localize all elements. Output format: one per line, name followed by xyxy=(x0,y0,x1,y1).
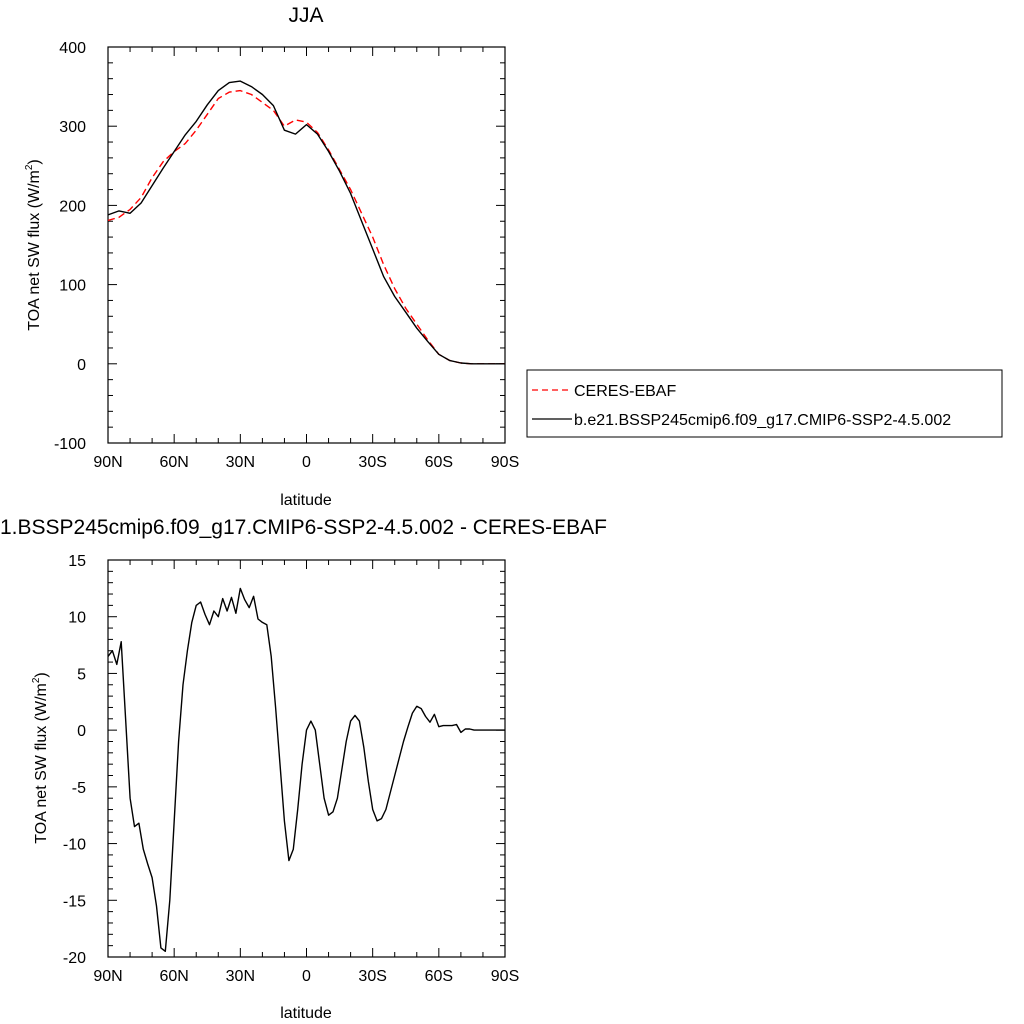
y-tick-label: 10 xyxy=(68,610,86,627)
top-plot-frame xyxy=(107,46,506,444)
x-tick-label: 90S xyxy=(491,454,519,471)
x-tick-label: 30S xyxy=(358,968,386,985)
bottom-plot-frame xyxy=(107,559,506,958)
y-tick-label: 400 xyxy=(59,40,86,57)
top-minor-ticks xyxy=(108,47,505,443)
series-line-ceres-ebaf xyxy=(107,89,505,365)
y-tick-label: 15 xyxy=(68,553,86,570)
y-tick-label: -100 xyxy=(54,436,86,453)
bottom-panel: 1.BSSP245cmip6.f09_g17.CMIP6-SSP2-4.5.00… xyxy=(0,516,607,1022)
x-tick-label: 60S xyxy=(425,968,453,985)
y-tick-label: 5 xyxy=(77,666,86,683)
y-tick-label: 300 xyxy=(59,119,86,136)
bottom-y-axis-label-close: ) xyxy=(33,672,50,677)
top-panel-title: JJA xyxy=(288,4,323,27)
x-tick-label: 60N xyxy=(159,454,188,471)
top-tick-labels: 90N 60N 30N 0 30S 60S 90S -100 0 100 200 300 400 xyxy=(54,40,519,471)
legend-label-ceres: CERES-EBAF xyxy=(574,383,676,400)
y-tick-label: 100 xyxy=(59,278,86,295)
x-tick-label: 0 xyxy=(302,968,311,985)
top-y-axis-label-close: ) xyxy=(26,159,43,164)
series-line-b-e21-bssp245cmip6-f09-g17-cmi xyxy=(107,80,505,365)
x-tick-label: 90N xyxy=(93,968,122,985)
top-series-lines xyxy=(107,80,505,365)
legend-box xyxy=(526,369,1003,438)
legend: CERES-EBAF b.e21.BSSP245cmip6.f09_g17.CM… xyxy=(526,369,1003,438)
x-tick-label: 60S xyxy=(425,454,453,471)
bottom-x-axis-label: latitude xyxy=(280,1005,332,1022)
bottom-y-axis-label-main: TOA net SW flux (W/m xyxy=(33,683,50,844)
series-line-difference xyxy=(107,587,505,952)
top-y-axis-label-main: TOA net SW flux (W/m xyxy=(26,170,43,331)
x-tick-label: 90N xyxy=(93,454,122,471)
top-x-axis-label: latitude xyxy=(280,492,332,509)
y-tick-label: -20 xyxy=(63,950,86,967)
y-tick-label: 200 xyxy=(59,198,86,215)
x-tick-label: 0 xyxy=(302,454,311,471)
bottom-series-lines xyxy=(107,587,505,952)
x-tick-label: 90S xyxy=(491,968,519,985)
y-tick-label: -15 xyxy=(63,893,86,910)
y-tick-label: -5 xyxy=(72,780,86,797)
y-tick-label: -10 xyxy=(63,837,86,854)
top-y-axis-label-sup: 2 xyxy=(24,164,35,170)
top-panel: JJA 90N 60N 30N 0 30S 60S 90S -100 0 100 200 300 400… xyxy=(24,4,1003,509)
x-tick-label: 30N xyxy=(226,454,255,471)
legend-label-model: b.e21.BSSP245cmip6.f09_g17.CMIP6-SSP2-4.… xyxy=(574,412,951,429)
bottom-tick-labels: 90N 60N 30N 0 30S 60S 90S -20 -15 -10 -5 0 5 10 15 xyxy=(63,553,519,985)
y-tick-label: 0 xyxy=(77,723,86,740)
x-tick-label: 30S xyxy=(358,454,386,471)
bottom-panel-title: 1.BSSP245cmip6.f09_g17.CMIP6-SSP2-4.5.00… xyxy=(0,516,607,539)
bottom-y-axis-label-sup: 2 xyxy=(31,677,42,683)
x-tick-label: 30N xyxy=(226,968,255,985)
bottom-major-ticks xyxy=(107,559,506,958)
bottom-minor-ticks xyxy=(108,560,505,957)
y-tick-label: 0 xyxy=(77,357,86,374)
top-major-ticks xyxy=(107,46,506,444)
x-tick-label: 60N xyxy=(159,968,188,985)
top-y-axis-label: TOA net SW flux (W/m2) xyxy=(24,159,43,331)
bottom-y-axis-label: TOA net SW flux (W/m2) xyxy=(31,672,50,844)
